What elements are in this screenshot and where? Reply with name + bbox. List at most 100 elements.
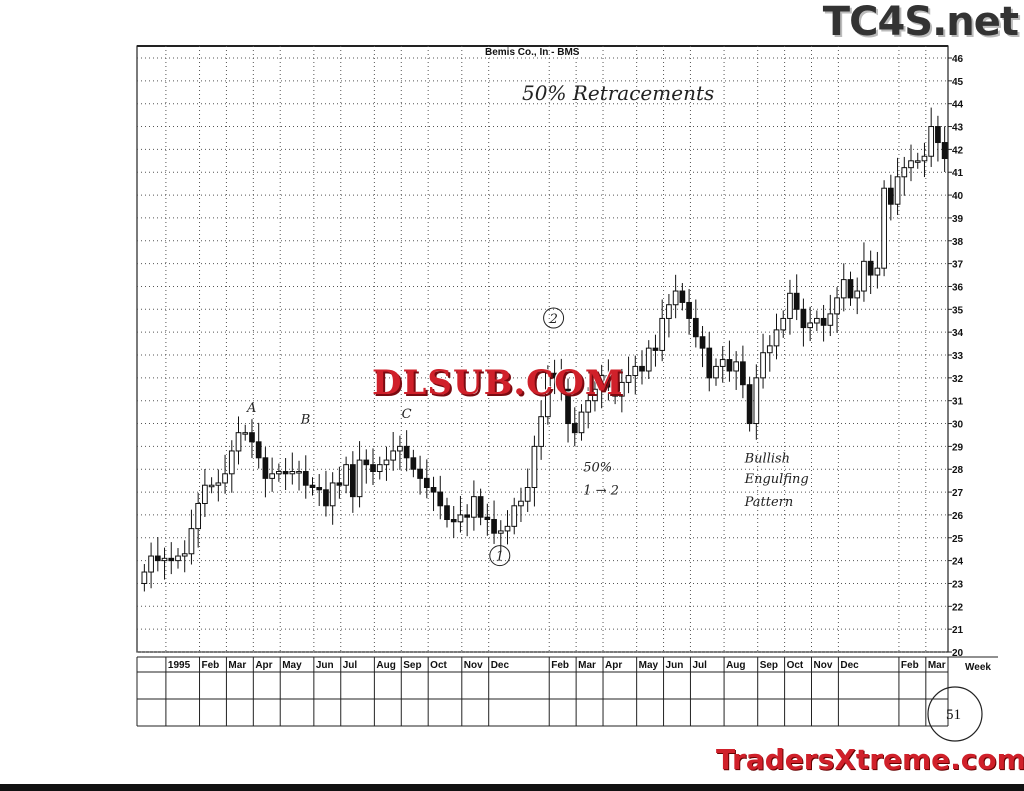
candle-up bbox=[471, 496, 477, 518]
y-tick-label: 23 bbox=[952, 579, 964, 590]
x-tick-label: Jun bbox=[316, 660, 334, 671]
plot-frame bbox=[136, 45, 949, 653]
candle-down bbox=[477, 496, 484, 518]
candle-down bbox=[686, 301, 692, 319]
y-tick-label: 41 bbox=[952, 168, 964, 179]
x-tick-label: Feb bbox=[202, 660, 220, 671]
grid bbox=[136, 45, 949, 653]
candle-down bbox=[740, 361, 746, 386]
candle-up bbox=[188, 528, 195, 555]
x-tick-label: Jul bbox=[692, 660, 707, 671]
page-number: 51 bbox=[946, 707, 961, 723]
candle-up bbox=[834, 297, 840, 315]
x-tick-label: Aug bbox=[376, 660, 395, 671]
candle-up bbox=[181, 553, 188, 557]
candle-up bbox=[881, 187, 887, 269]
x-tick-label: Mar bbox=[928, 660, 946, 671]
x-tick-label: Mar bbox=[578, 660, 596, 671]
candle-up bbox=[921, 155, 928, 162]
candle-up bbox=[780, 317, 787, 331]
candle-up bbox=[773, 329, 780, 347]
y-tick-label: 20 bbox=[952, 648, 964, 659]
candle-down bbox=[323, 489, 329, 507]
y-tick-label: 27 bbox=[952, 488, 964, 499]
candle-up bbox=[814, 317, 820, 324]
candle-down bbox=[847, 279, 854, 299]
candle-down bbox=[935, 126, 941, 144]
x-tick-label: Nov bbox=[464, 660, 483, 671]
watermark-tc4s: TC4S.net bbox=[822, 0, 1019, 45]
candle-up bbox=[222, 473, 228, 484]
y-axis: 20 21 22 23 24 25 26 27 28 29 30 31 32 33 34 35 36 37 38 39… bbox=[948, 54, 964, 659]
candle-up bbox=[356, 459, 363, 498]
candle-up bbox=[242, 432, 249, 435]
candle-up bbox=[914, 160, 921, 163]
candle-down bbox=[571, 423, 578, 434]
x-tick-label: Aug bbox=[726, 660, 745, 671]
candle-down bbox=[612, 386, 618, 397]
x-tick-label: Sep bbox=[403, 660, 421, 671]
candle-down bbox=[867, 260, 874, 276]
candle-down bbox=[444, 505, 450, 520]
candle-down bbox=[679, 290, 686, 303]
candle-down bbox=[652, 347, 659, 351]
candle-down bbox=[558, 377, 565, 390]
y-tick-label: 40 bbox=[952, 191, 964, 202]
watermark-dlsub: DLSUB.COM bbox=[372, 363, 624, 403]
candle-down bbox=[746, 384, 753, 425]
watermark-tradersxtreme: TradersXtreme.com bbox=[716, 743, 1024, 776]
annotation-label: 50% bbox=[583, 461, 612, 476]
x-tick-label: Dec bbox=[491, 660, 510, 671]
y-tick-label: 36 bbox=[952, 282, 964, 293]
candle-up bbox=[141, 571, 148, 584]
y-tick-label: 32 bbox=[952, 374, 964, 385]
candle-up bbox=[497, 530, 504, 534]
candle-up bbox=[202, 484, 208, 505]
candle-up bbox=[787, 292, 793, 319]
candle-up bbox=[195, 503, 202, 530]
y-tick-label: 33 bbox=[952, 351, 964, 362]
y-tick-label: 39 bbox=[952, 214, 964, 225]
candle-up bbox=[908, 160, 914, 169]
candle-down bbox=[255, 441, 262, 459]
y-tick-label: 44 bbox=[952, 100, 964, 111]
candle-up bbox=[840, 279, 847, 299]
candle-up bbox=[148, 555, 154, 573]
annotation-label: 1 → 2 bbox=[583, 483, 619, 498]
candle-up bbox=[175, 555, 181, 562]
x-axis-unit-label: Week bbox=[965, 662, 991, 673]
candle-up bbox=[383, 459, 390, 466]
candle-down bbox=[491, 518, 497, 534]
candle-up bbox=[276, 471, 282, 475]
annotations: A B C 1 2 50% 1 → 2 Bullish Engulfing Pattern bbox=[246, 307, 809, 567]
candle-up bbox=[215, 482, 222, 486]
candle-down bbox=[262, 457, 269, 479]
candle-up bbox=[713, 365, 719, 379]
candle-down bbox=[820, 317, 827, 326]
chart-title: Bemis Co., In - BMS bbox=[485, 47, 580, 58]
candle-down bbox=[249, 432, 255, 443]
annotation-circle bbox=[543, 307, 565, 329]
candle-up bbox=[545, 372, 551, 418]
annotation-circle bbox=[489, 545, 511, 567]
candle-up bbox=[659, 317, 666, 351]
x-tick-label: Feb bbox=[551, 660, 569, 671]
y-tick-label: 28 bbox=[952, 465, 964, 476]
candle-up bbox=[397, 445, 403, 452]
candle-down bbox=[793, 292, 800, 310]
candle-down bbox=[437, 491, 444, 507]
y-tick-label: 31 bbox=[952, 397, 964, 408]
candle-up bbox=[760, 352, 766, 379]
x-tick-label: Jul bbox=[343, 660, 358, 671]
x-tick-label: May bbox=[282, 660, 302, 671]
candle-up bbox=[666, 304, 672, 319]
candle-up bbox=[598, 375, 605, 390]
y-tick-label: 35 bbox=[952, 305, 964, 316]
candle-up bbox=[625, 375, 632, 383]
candle-up bbox=[672, 290, 679, 306]
candle-up bbox=[894, 176, 901, 205]
y-tick-label: 26 bbox=[952, 511, 964, 522]
x-tick-label: Jun bbox=[666, 660, 684, 671]
x-tick-label: 1995 bbox=[168, 660, 191, 671]
candle-up bbox=[632, 365, 639, 377]
